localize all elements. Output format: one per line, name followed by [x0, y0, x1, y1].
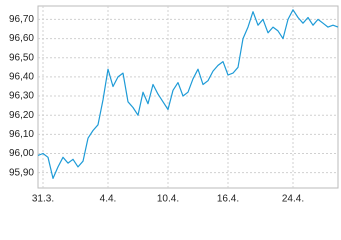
chart: 95,90 96,00 96,10 96,20 96,30 96,40 96,50 96,60… [9, 5, 339, 205]
x-tick-label: 16.4. [217, 194, 239, 205]
page: 95,90 96,00 96,10 96,20 96,30 96,40 96,50 96,60… [8, 5, 339, 205]
x-tick-label: 4.4. [100, 194, 117, 205]
y-tick-label: 96,40 [9, 72, 34, 83]
y-tick-label: 96,60 [9, 33, 34, 44]
price-line [37, 9, 339, 179]
plot-frame [37, 5, 339, 189]
x-tick-label: 24.4. [282, 194, 304, 205]
y-tick-label: 96,30 [9, 91, 34, 102]
y-tick-label: 96,00 [9, 148, 34, 159]
y-tick-label: 95,90 [9, 167, 34, 178]
y-tick-label: 96,50 [9, 52, 34, 63]
y-tick-label: 96,10 [9, 129, 34, 140]
x-tick-label: 10.4. [157, 194, 179, 205]
y-tick-label: 96,70 [9, 14, 34, 25]
y-tick-label: 96,20 [9, 110, 34, 121]
x-tick-label: 31.3. [32, 194, 54, 205]
